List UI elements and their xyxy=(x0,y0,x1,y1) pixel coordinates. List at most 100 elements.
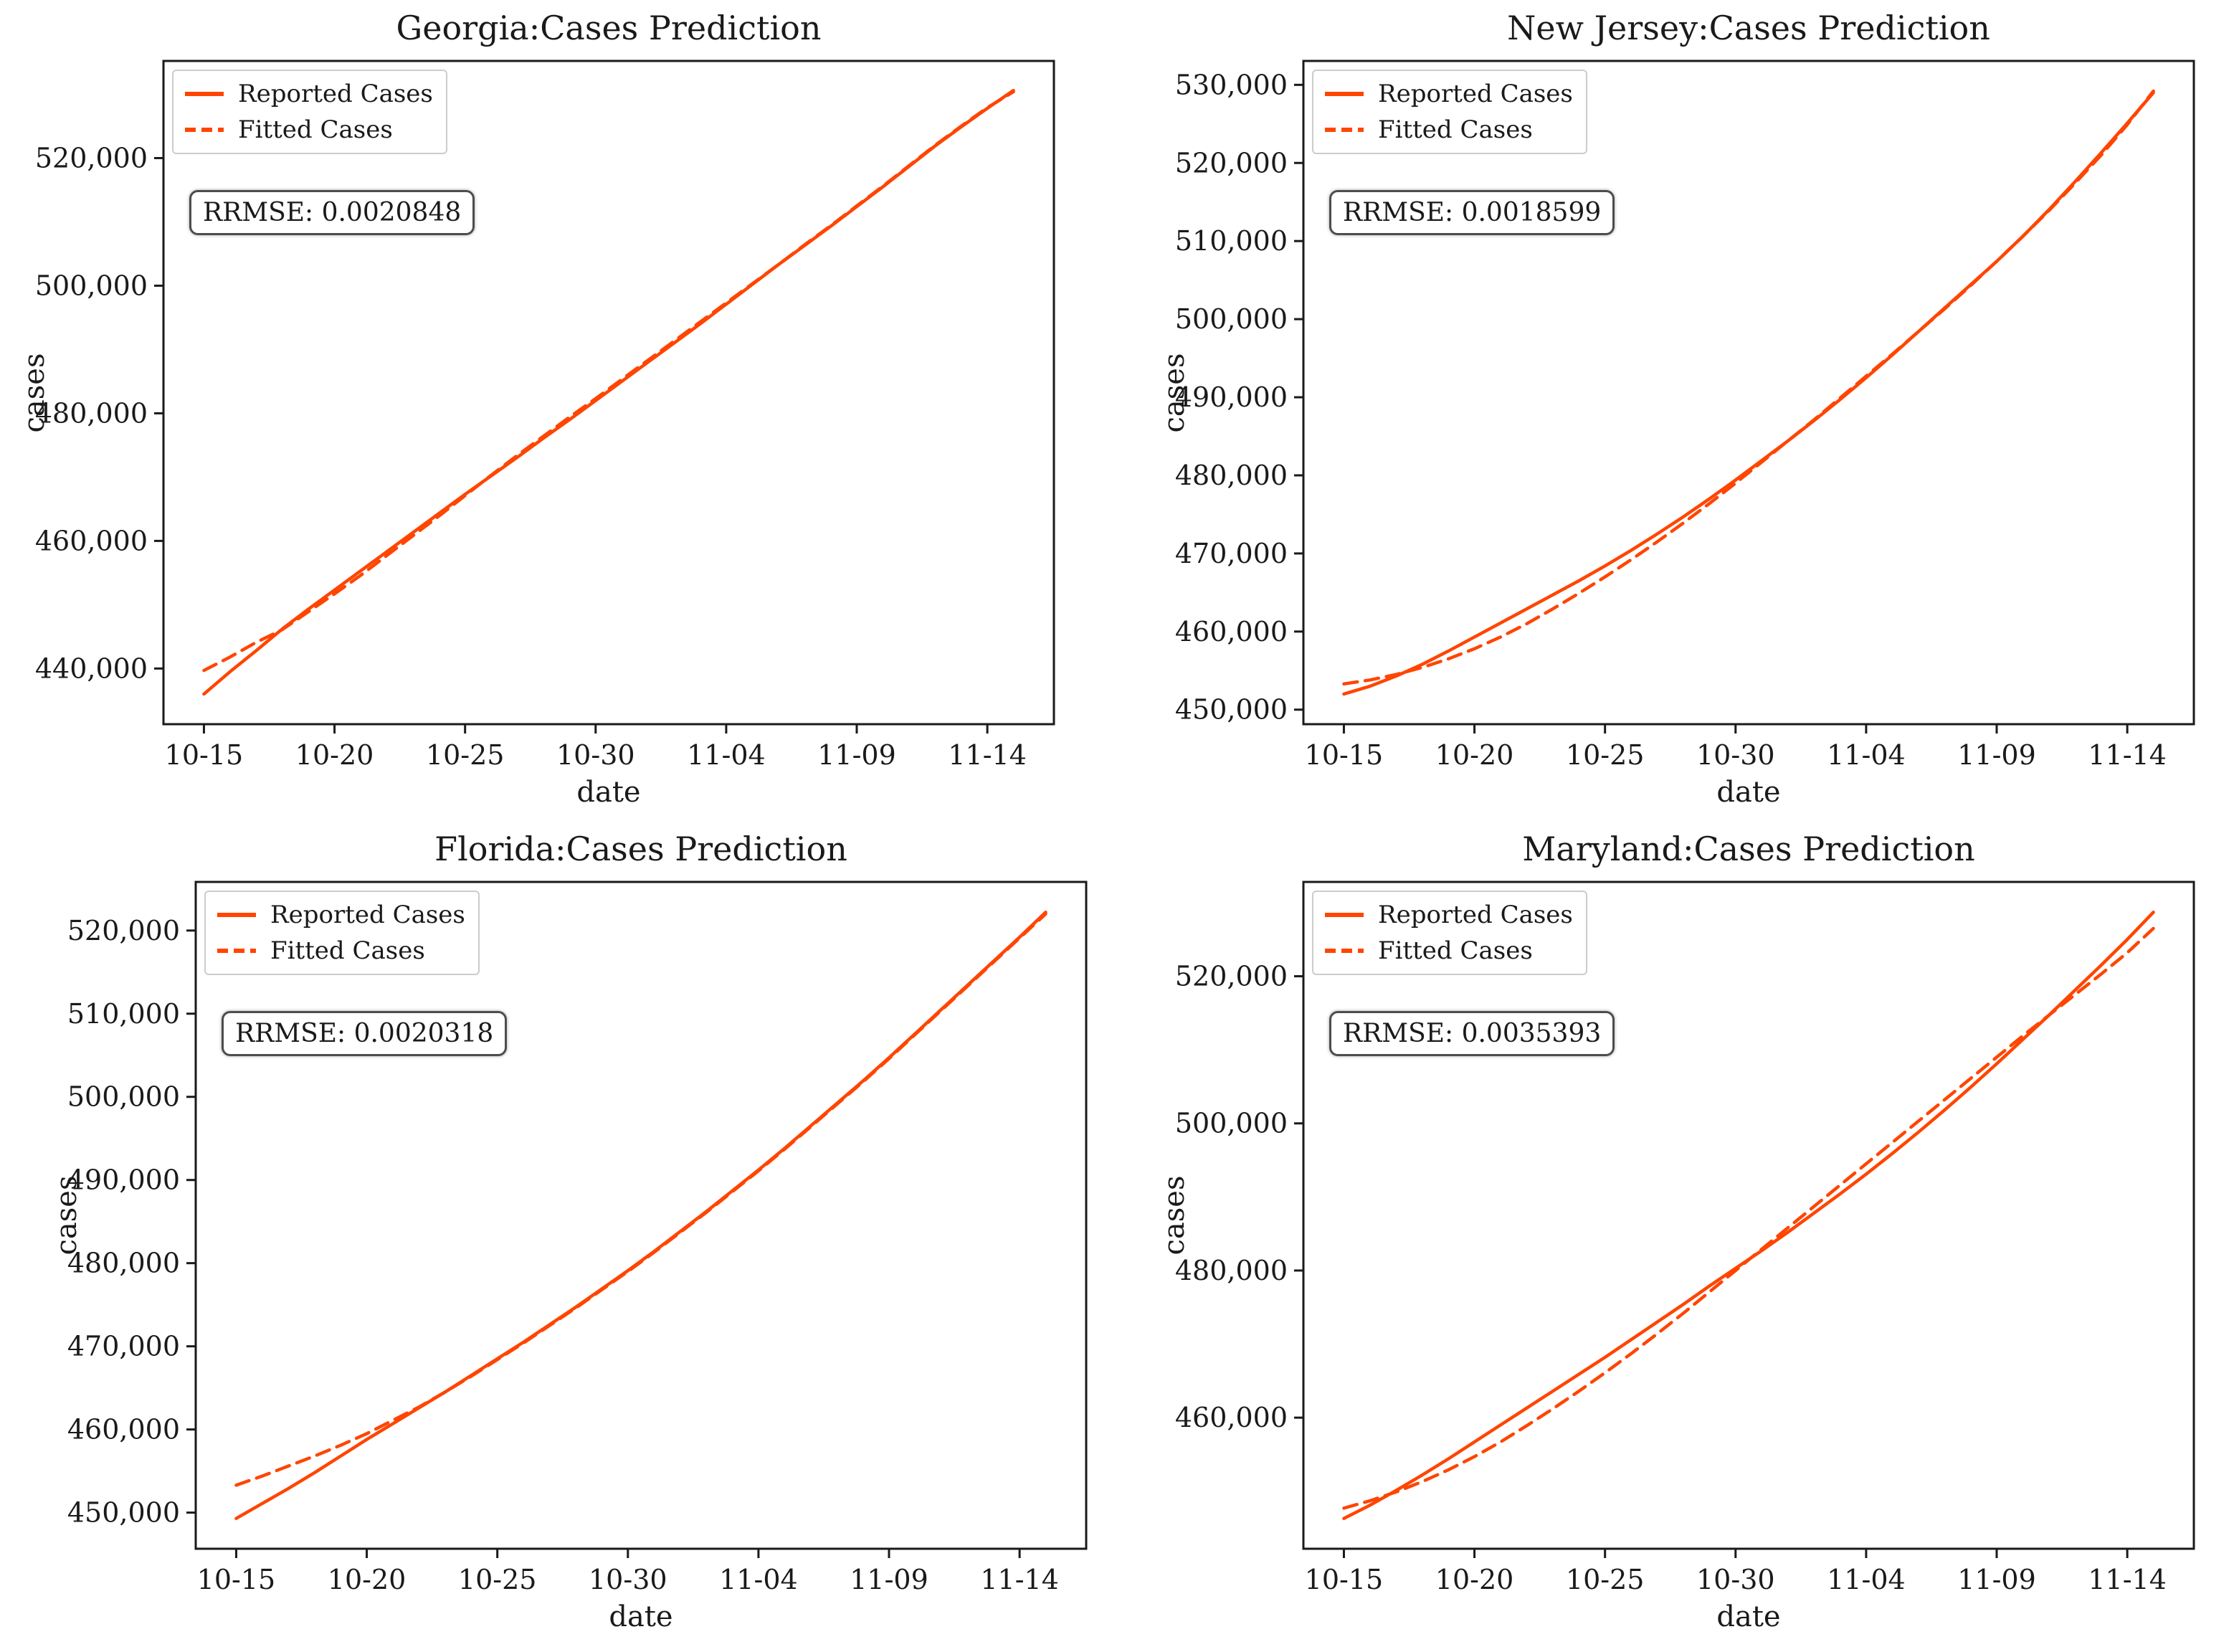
y-tick-label: 500,000 xyxy=(1175,303,1288,335)
x-tick-label: 10-20 xyxy=(295,739,374,771)
solid-line-icon xyxy=(185,92,224,96)
x-tick-label: 10-15 xyxy=(165,739,244,771)
x-tick-label: 10-30 xyxy=(556,739,635,771)
x-axis-label: date xyxy=(609,1600,673,1633)
x-tick-label: 11-14 xyxy=(948,739,1027,771)
x-tick-label: 11-14 xyxy=(2088,739,2167,771)
legend: Reported Cases Fitted Cases xyxy=(1312,891,1587,975)
x-tick-label: 11-09 xyxy=(1957,1564,2036,1595)
legend-label-fitted: Fitted Cases xyxy=(1378,936,1533,965)
solid-line-icon xyxy=(217,913,256,917)
dashed-line-icon xyxy=(1325,128,1364,132)
y-tick-label: 460,000 xyxy=(67,1414,180,1446)
subplot-florida: 10-15 10-20 10-25 10-30 11-04 11-09 11-14 450,0… xyxy=(0,826,1117,1652)
dashed-line-icon xyxy=(217,949,256,953)
y-tick-label: 510,000 xyxy=(67,998,180,1030)
x-axis-label: date xyxy=(576,776,641,809)
y-tick-label: 490,000 xyxy=(1175,381,1288,413)
x-axis-label: date xyxy=(1716,1600,1781,1633)
rrmse-box: RRMSE: 0.0035393 xyxy=(1329,1011,1615,1056)
x-tick-label: 10-15 xyxy=(1305,739,1384,771)
y-tick-label: 520,000 xyxy=(67,915,180,946)
y-tick-label: 500,000 xyxy=(67,1081,180,1113)
y-axis-label: cases xyxy=(50,1175,83,1255)
y-axis-label: cases xyxy=(1158,353,1191,432)
x-axis-label: date xyxy=(1716,776,1781,809)
plot-border xyxy=(194,880,1088,1550)
reported-cases-line xyxy=(234,911,1047,1520)
maryland-plot-canvas: 10-15 10-20 10-25 10-30 11-04 11-09 11-14 460,0… xyxy=(1175,880,2195,1595)
legend-item-reported: Reported Cases xyxy=(216,899,465,931)
page-title: Maryland:Cases Prediction xyxy=(1522,830,1975,868)
legend-item-fitted: Fitted Cases xyxy=(216,935,465,967)
x-tick-label: 10-30 xyxy=(1696,1564,1775,1595)
x-tick-label: 10-25 xyxy=(1566,1564,1645,1595)
x-tick-label: 10-20 xyxy=(328,1564,407,1595)
dashed-line-icon xyxy=(1325,949,1364,953)
x-tick-label: 11-09 xyxy=(817,739,896,771)
georgia-plot-canvas: 10-15 10-20 10-25 10-30 11-04 11-09 11-14 440,0… xyxy=(35,60,1055,771)
x-tick-label: 10-15 xyxy=(197,1564,276,1595)
solid-line-icon xyxy=(1325,92,1364,96)
legend-label-reported: Reported Cases xyxy=(1378,80,1573,108)
x-tick-label: 11-04 xyxy=(719,1564,798,1595)
fitted-cases-line xyxy=(202,90,1015,673)
y-tick-label: 480,000 xyxy=(67,1248,180,1279)
subplot-georgia: 10-15 10-20 10-25 10-30 11-04 11-09 11-14 440,0… xyxy=(0,0,1117,826)
y-tick-label: 460,000 xyxy=(35,525,148,556)
legend-label-reported: Reported Cases xyxy=(270,901,465,929)
fitted-cases-line xyxy=(1342,89,2155,686)
reported-cases-line xyxy=(1342,911,2155,1520)
legend-item-fitted: Fitted Cases xyxy=(1323,114,1573,146)
rrmse-box: RRMSE: 0.0020318 xyxy=(222,1011,508,1056)
subplot-maryland: 10-15 10-20 10-25 10-30 11-04 11-09 11-14 460,0… xyxy=(1117,826,2234,1652)
rrmse-box: RRMSE: 0.0020848 xyxy=(189,190,475,235)
plot-border xyxy=(1302,60,2195,726)
legend-label-fitted: Fitted Cases xyxy=(238,115,393,144)
plot-border xyxy=(1302,880,2195,1550)
x-tick-label: 11-09 xyxy=(1957,739,2036,771)
y-tick-label: 480,000 xyxy=(1175,460,1288,491)
florida-plot-canvas: 10-15 10-20 10-25 10-30 11-04 11-09 11-14 450,0… xyxy=(67,880,1088,1595)
x-tick-label: 11-14 xyxy=(2088,1564,2167,1595)
x-tick-label: 10-15 xyxy=(1305,1564,1384,1595)
rrmse-box: RRMSE: 0.0018599 xyxy=(1329,190,1615,235)
y-tick-label: 500,000 xyxy=(35,270,148,301)
legend-item-reported: Reported Cases xyxy=(184,78,433,110)
x-tick-label: 10-20 xyxy=(1435,739,1514,771)
y-tick-label: 470,000 xyxy=(1175,538,1288,569)
x-tick-label: 11-09 xyxy=(850,1564,928,1595)
legend: Reported Cases Fitted Cases xyxy=(1312,70,1587,154)
x-tick-label: 11-14 xyxy=(980,1564,1059,1595)
y-tick-label: 510,000 xyxy=(1175,225,1288,257)
x-tick-label: 11-04 xyxy=(1827,1564,1906,1595)
subplot-new-jersey: 10-15 10-20 10-25 10-30 11-04 11-09 11-14 450,0… xyxy=(1117,0,2234,826)
y-tick-label: 530,000 xyxy=(1175,69,1288,100)
legend-label-reported: Reported Cases xyxy=(1378,901,1573,929)
y-tick-label: 460,000 xyxy=(1175,1402,1288,1433)
y-tick-label: 450,000 xyxy=(67,1497,180,1529)
y-axis-label: cases xyxy=(18,353,51,432)
y-tick-label: 480,000 xyxy=(1175,1255,1288,1286)
y-tick-label: 500,000 xyxy=(1175,1108,1288,1139)
x-tick-label: 10-25 xyxy=(1566,739,1645,771)
x-tick-label: 11-04 xyxy=(1827,739,1906,771)
fitted-cases-line xyxy=(234,912,1047,1487)
y-tick-label: 520,000 xyxy=(1175,147,1288,179)
legend-item-reported: Reported Cases xyxy=(1323,899,1573,931)
y-tick-label: 440,000 xyxy=(35,652,148,684)
fitted-cases-line xyxy=(1342,926,2155,1510)
legend-label-fitted: Fitted Cases xyxy=(270,936,425,965)
page-title: New Jersey:Cases Prediction xyxy=(1507,9,1990,47)
reported-cases-line xyxy=(1342,90,2155,696)
legend-item-fitted: Fitted Cases xyxy=(184,114,433,146)
legend-item-fitted: Fitted Cases xyxy=(1323,935,1573,967)
x-tick-label: 11-04 xyxy=(687,739,766,771)
legend: Reported Cases Fitted Cases xyxy=(172,70,447,154)
x-tick-label: 10-30 xyxy=(1696,739,1775,771)
page-title: Georgia:Cases Prediction xyxy=(396,9,822,47)
legend-label-fitted: Fitted Cases xyxy=(1378,115,1533,144)
page-title: Florida:Cases Prediction xyxy=(434,830,847,868)
x-tick-label: 10-30 xyxy=(589,1564,667,1595)
